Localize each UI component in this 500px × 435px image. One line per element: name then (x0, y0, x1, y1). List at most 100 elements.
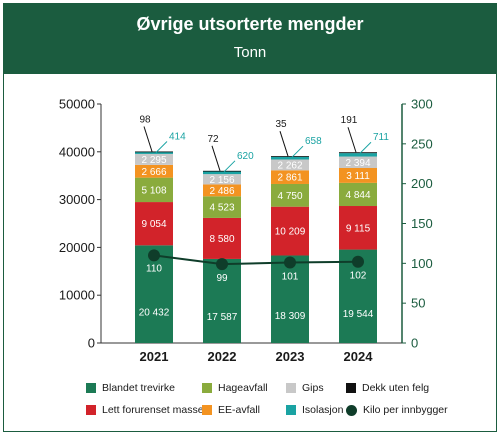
callout-value-label: 620 (237, 151, 254, 162)
y-left-tick-label: 40000 (59, 144, 95, 159)
bar-segment (339, 153, 377, 157)
bar-value-label: 18 309 (275, 311, 306, 322)
callout-leader-line (279, 131, 289, 157)
bar-segment (271, 159, 309, 171)
bar-segment (203, 174, 241, 185)
bar-value-label: 2 861 (277, 173, 302, 184)
line-value-label: 110 (146, 263, 162, 274)
legend-swatch (86, 383, 96, 393)
bar-segment (271, 183, 309, 207)
bar-segment (271, 156, 309, 157)
bar-value-label: 2 394 (345, 158, 370, 169)
callout-value-label: 98 (139, 114, 151, 125)
y-left-tick-label: 50000 (59, 97, 95, 112)
callout-value-label: 35 (275, 119, 287, 130)
legend-swatch (86, 405, 96, 415)
legend-item: Isolasjon (286, 402, 343, 418)
bar-value-label: 4 523 (209, 203, 234, 214)
bar-segment (339, 156, 377, 168)
callout-value-label: 658 (305, 136, 322, 147)
bar-segment (271, 170, 309, 184)
legend-label: EE-avfall (218, 404, 261, 416)
line-point (284, 256, 296, 269)
line-point (148, 249, 160, 262)
bar-segment (203, 171, 241, 175)
legend-label: Blandet trevirke (102, 382, 175, 394)
callout-value-label: 711 (373, 132, 389, 143)
chart-header: Øvrige utsorterte mengder Tonn (4, 4, 496, 74)
callout-value-label: 414 (169, 131, 186, 142)
y-left-tick-label: 10000 (59, 288, 95, 303)
y-right-tick-label: 50 (411, 296, 425, 311)
line-series-kilo-per-innbygger (153, 254, 359, 266)
bar-value-label: 2 486 (209, 186, 234, 197)
bar-segment (203, 258, 241, 343)
bar-value-label: 2 666 (141, 167, 166, 178)
line-value-label: 102 (350, 271, 367, 282)
bar-value-label: 4 750 (277, 191, 302, 202)
callout-leader-line (359, 141, 372, 154)
bar-segment (339, 152, 377, 154)
bar-value-label: 4 844 (345, 190, 370, 201)
bar-segment (203, 184, 241, 197)
bar-value-label: 9 054 (141, 219, 166, 230)
bar-segment (135, 202, 173, 246)
bar-value-label: 2 295 (141, 155, 166, 166)
callout-leader-line (143, 126, 153, 152)
y-right-tick-label: 200 (411, 176, 433, 191)
x-tick-label: 2021 (140, 349, 169, 364)
bar-segment (339, 206, 377, 250)
callout-leader-line (347, 127, 357, 153)
bar-segment (271, 206, 309, 256)
y-right-tick-label: 100 (411, 256, 433, 271)
bar-segment (135, 245, 173, 343)
line-value-label: 99 (216, 273, 228, 284)
y-right-tick-label: 250 (411, 136, 433, 151)
x-tick-label: 2023 (276, 349, 305, 364)
legend-swatch (286, 383, 296, 393)
bar-segment (339, 182, 377, 207)
callout-leader-line (155, 141, 168, 153)
legend-swatch (346, 383, 356, 393)
bar-segment (135, 164, 173, 178)
legend-label: Gips (302, 382, 324, 394)
legend-item: Gips (286, 380, 324, 396)
bar-value-label: 3 111 (346, 171, 370, 182)
y-left-tick-label: 20000 (59, 240, 95, 255)
legend-label: Lett forurenset masse (102, 404, 204, 416)
bar-value-label: 2 262 (277, 160, 302, 171)
chart-subtitle: Tonn (233, 44, 267, 61)
bar-value-label: 5 108 (141, 185, 166, 196)
bar-value-label: 17 587 (207, 312, 238, 323)
legend-label: Hageavfall (218, 382, 268, 394)
legend-item: Lett forurenset masse (86, 402, 204, 418)
y-left-tick-label: 30000 (59, 192, 95, 207)
bar-segment (203, 217, 241, 259)
legend-swatch (346, 404, 357, 416)
bar-segment (135, 151, 173, 153)
legend-item: Kilo per innbygger (346, 402, 448, 418)
y-left-tick-label: 0 (88, 336, 95, 351)
bar-segment (203, 170, 241, 172)
bar-segment (339, 167, 377, 183)
bar-value-label: 19 544 (343, 309, 374, 320)
legend-item: Hageavfall (202, 380, 268, 396)
bar-segment (203, 196, 241, 218)
legend-swatch (202, 383, 212, 393)
bar-segment (135, 153, 173, 165)
line-point (216, 258, 228, 271)
legend-swatch (286, 405, 296, 415)
callout-value-label: 72 (207, 134, 219, 145)
bar-segment (135, 151, 173, 154)
legend-label: Dekk uten felg (362, 382, 430, 394)
bar-value-label: 2 156 (209, 175, 234, 186)
callout-leader-line (223, 160, 236, 173)
bar-segment (271, 156, 309, 160)
bar-segment (135, 177, 173, 203)
legend-label: Isolasjon (302, 404, 344, 416)
legend-item: EE-avfall (202, 402, 260, 418)
line-value-label: 101 (282, 272, 299, 283)
bar-value-label: 20 432 (139, 308, 170, 319)
stacked-bar-chart: 0 10000 20000 30000 40000 50000 0 50 100 150 200 25… (59, 97, 433, 365)
legend-swatch (202, 405, 212, 415)
